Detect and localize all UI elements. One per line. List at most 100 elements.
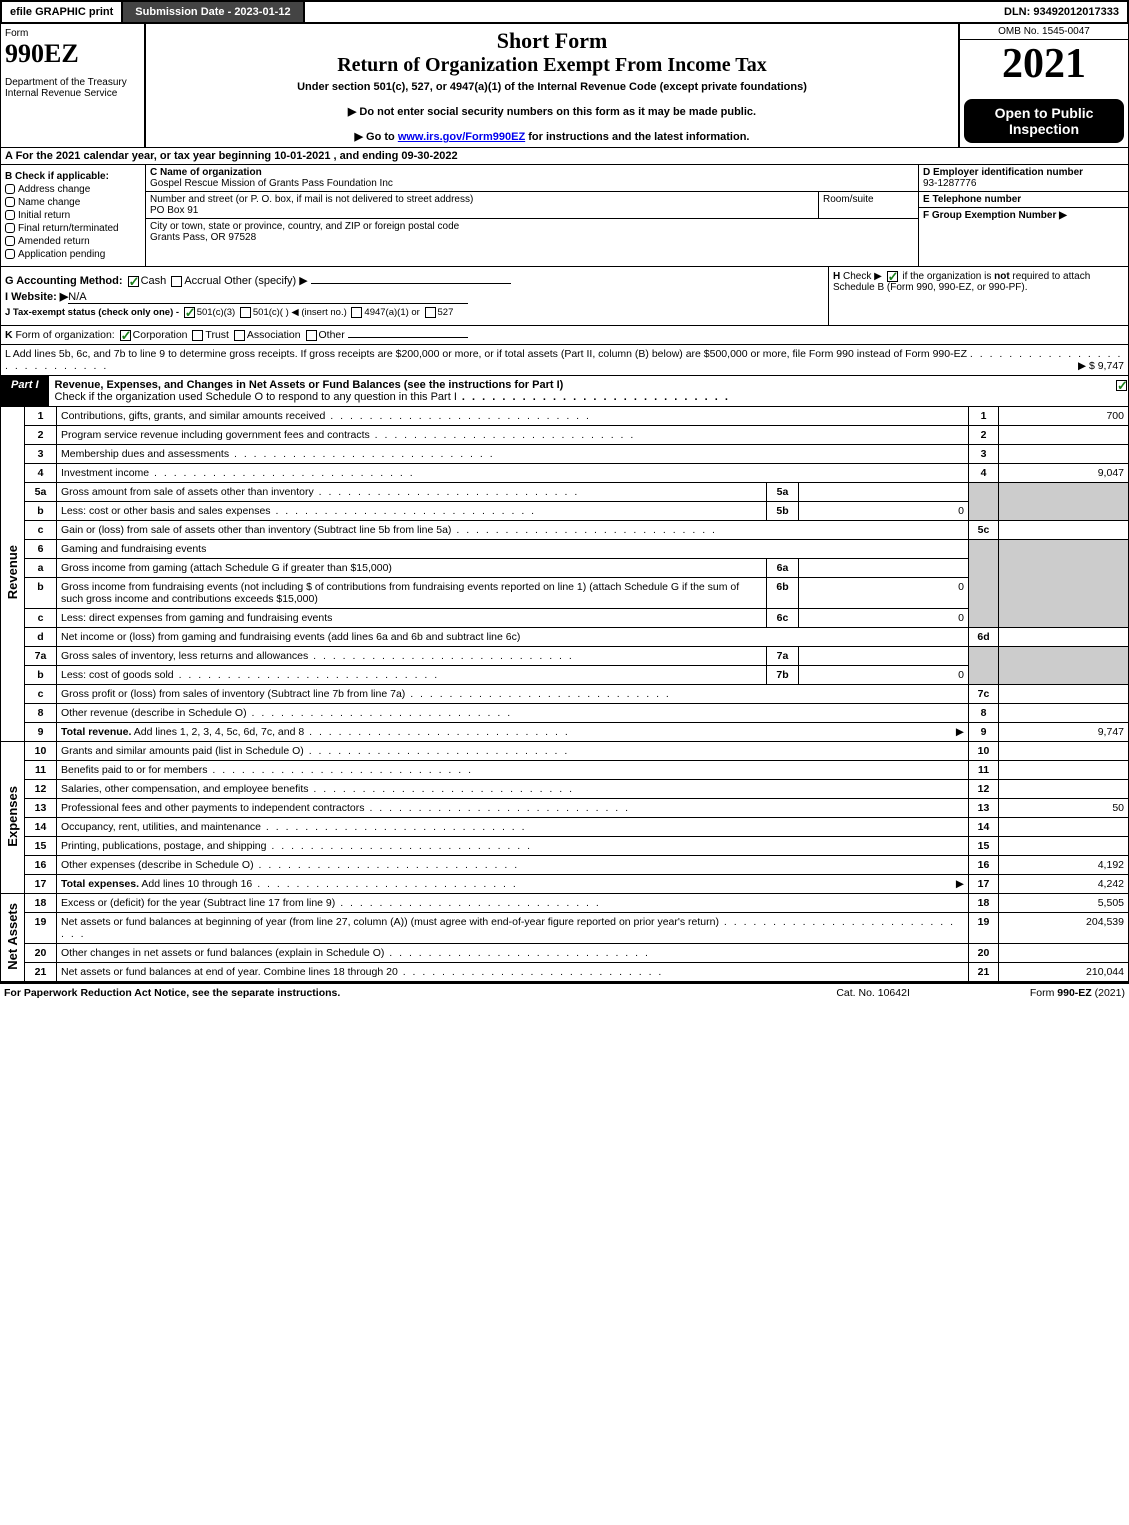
topbar-spacer (305, 2, 996, 22)
dln-label: DLN: 93492012017333 (996, 2, 1127, 22)
line-21: 21Net assets or fund balances at end of … (1, 963, 1129, 982)
line-5b: b Less: cost or other basis and sales ex… (1, 502, 1129, 521)
checkbox-icon[interactable] (5, 236, 15, 246)
checkbox-accrual[interactable] (171, 276, 182, 287)
dots (457, 391, 730, 403)
f-label: F Group Exemption Number ▶ (923, 210, 1124, 221)
line-7c: c Gross profit or (loss) from sales of i… (1, 685, 1129, 704)
page-footer: For Paperwork Reduction Act Notice, see … (0, 982, 1129, 1002)
section-c-org-info: C Name of organization Gospel Rescue Mis… (146, 165, 918, 266)
c-street-value: PO Box 91 (150, 205, 198, 216)
line-6a: a Gross income from gaming (attach Sched… (1, 559, 1129, 578)
checkbox-icon[interactable] (5, 197, 15, 207)
line-10: Expenses 10 Grants and similar amounts p… (1, 742, 1129, 761)
submission-date: Submission Date - 2023-01-12 (123, 2, 304, 22)
checkbox-association[interactable] (234, 330, 245, 341)
j-taxexempt: J Tax-exempt status (check only one) - 5… (5, 307, 824, 318)
c-name-label: C Name of organization (150, 167, 914, 178)
checkbox-trust[interactable] (192, 330, 203, 341)
note-goto-post: for instructions and the latest informat… (525, 131, 749, 143)
top-bar: efile GRAPHIC print Submission Date - 20… (0, 0, 1129, 24)
header-left: Form 990EZ Department of the Treasury In… (1, 24, 146, 147)
checkbox-527[interactable] (425, 307, 436, 318)
section-d-e-f: D Employer identification number 93-1287… (918, 165, 1128, 266)
checkbox-icon[interactable] (5, 210, 15, 220)
line-6: 6 Gaming and fundraising events (1, 540, 1129, 559)
dept-label: Department of the Treasury Internal Reve… (5, 77, 140, 99)
line-l: L Add lines 5b, 6c, and 7b to line 9 to … (0, 345, 1129, 376)
i-label: I Website: ▶ (5, 291, 68, 303)
line-15: 15Printing, publications, postage, and s… (1, 837, 1129, 856)
line-19: 19Net assets or fund balances at beginni… (1, 913, 1129, 944)
c-room-label: Room/suite (818, 192, 918, 218)
note-ssn: ▶ Do not enter social security numbers o… (150, 105, 954, 118)
c-city-value: Grants Pass, OR 97528 (150, 232, 914, 243)
part-1-title-text: Revenue, Expenses, and Changes in Net As… (55, 379, 564, 391)
b-opt-name[interactable]: Name change (5, 197, 141, 208)
block-g-h-i-j: G Accounting Method: Cash Accrual Other … (0, 267, 1129, 326)
line-3: 3 Membership dues and assessments 3 (1, 445, 1129, 464)
b-opt-final[interactable]: Final return/terminated (5, 223, 141, 234)
line-13: 13Professional fees and other payments t… (1, 799, 1129, 818)
line-1: Revenue 1 Contributions, gifts, grants, … (1, 407, 1129, 426)
irs-link[interactable]: www.irs.gov/Form990EZ (398, 131, 525, 143)
checkbox-icon[interactable] (5, 223, 15, 233)
open-inspection-badge: Open to Public Inspection (964, 99, 1124, 143)
line-2: 2 Program service revenue including gove… (1, 426, 1129, 445)
line-8: 8 Other revenue (describe in Schedule O)… (1, 704, 1129, 723)
netassets-rotated-label: Net Assets (1, 894, 25, 982)
line-4: 4 Investment income 49,047 (1, 464, 1129, 483)
j-label: J Tax-exempt status (check only one) - (5, 307, 179, 318)
part-1-subtitle: Check if the organization used Schedule … (55, 391, 457, 403)
line-12: 12Salaries, other compensation, and empl… (1, 780, 1129, 799)
part-1-label: Part I (1, 376, 49, 406)
part-1-title: Revenue, Expenses, and Changes in Net As… (49, 376, 1108, 406)
b-opt-amended[interactable]: Amended return (5, 236, 141, 247)
title-short-form: Short Form (150, 28, 954, 54)
revenue-rotated-label: Revenue (1, 407, 25, 742)
note-goto: ▶ Go to www.irs.gov/Form990EZ for instru… (150, 130, 954, 143)
form-number: 990EZ (5, 39, 140, 69)
checkbox-4947[interactable] (351, 307, 362, 318)
i-value: N/A (68, 291, 468, 304)
header-right: OMB No. 1545-0047 2021 Open to Public In… (958, 24, 1128, 147)
checkbox-schedule-b[interactable] (887, 271, 898, 282)
c-city-cell: City or town, state or province, country… (146, 219, 918, 245)
checkbox-icon[interactable] (5, 184, 15, 194)
checkbox-501c[interactable] (240, 307, 251, 318)
subtitle: Under section 501(c), 527, or 4947(a)(1)… (150, 81, 954, 93)
checkbox-schedule-o[interactable] (1116, 380, 1127, 391)
h-schedule-b: H Check ▶ if the organization is not req… (828, 267, 1128, 325)
checkbox-other-org[interactable] (306, 330, 317, 341)
c-city-label: City or town, state or province, country… (150, 221, 914, 232)
b-opt-address[interactable]: Address change (5, 184, 141, 195)
row-a-taxyear: A For the 2021 calendar year, or tax yea… (0, 148, 1129, 165)
line-5a: 5a Gross amount from sale of assets othe… (1, 483, 1129, 502)
footer-catno: Cat. No. 10642I (836, 987, 910, 999)
checkbox-corporation[interactable] (120, 330, 131, 341)
f-group-cell: F Group Exemption Number ▶ (919, 208, 1128, 223)
b-opt-initial[interactable]: Initial return (5, 210, 141, 221)
c-name-cell: C Name of organization Gospel Rescue Mis… (146, 165, 918, 192)
line-7b: b Less: cost of goods sold 7b0 (1, 666, 1129, 685)
b-heading: B Check if applicable: (5, 171, 141, 182)
form-label: Form (5, 28, 140, 39)
g-other-label: Other (specify) ▶ (224, 275, 308, 287)
b-opt-pending[interactable]: Application pending (5, 249, 141, 260)
efile-print-label[interactable]: efile GRAPHIC print (2, 2, 123, 22)
checkbox-501c3[interactable] (184, 307, 195, 318)
k-other-input[interactable] (348, 337, 468, 338)
e-label: E Telephone number (923, 194, 1124, 205)
checkbox-cash[interactable] (128, 276, 139, 287)
omb-number: OMB No. 1545-0047 (960, 24, 1128, 40)
d-ein-cell: D Employer identification number 93-1287… (919, 165, 1128, 192)
line-6d: d Net income or (loss) from gaming and f… (1, 628, 1129, 647)
d-value: 93-1287776 (923, 178, 1124, 189)
line-k: K Form of organization: Corporation Trus… (0, 326, 1129, 345)
expenses-rotated-label: Expenses (1, 742, 25, 894)
checkbox-icon[interactable] (5, 249, 15, 259)
g-other-input[interactable] (311, 283, 511, 284)
gh-left: G Accounting Method: Cash Accrual Other … (1, 267, 828, 325)
line-7a: 7a Gross sales of inventory, less return… (1, 647, 1129, 666)
g-accrual-label: Accrual (184, 275, 221, 287)
